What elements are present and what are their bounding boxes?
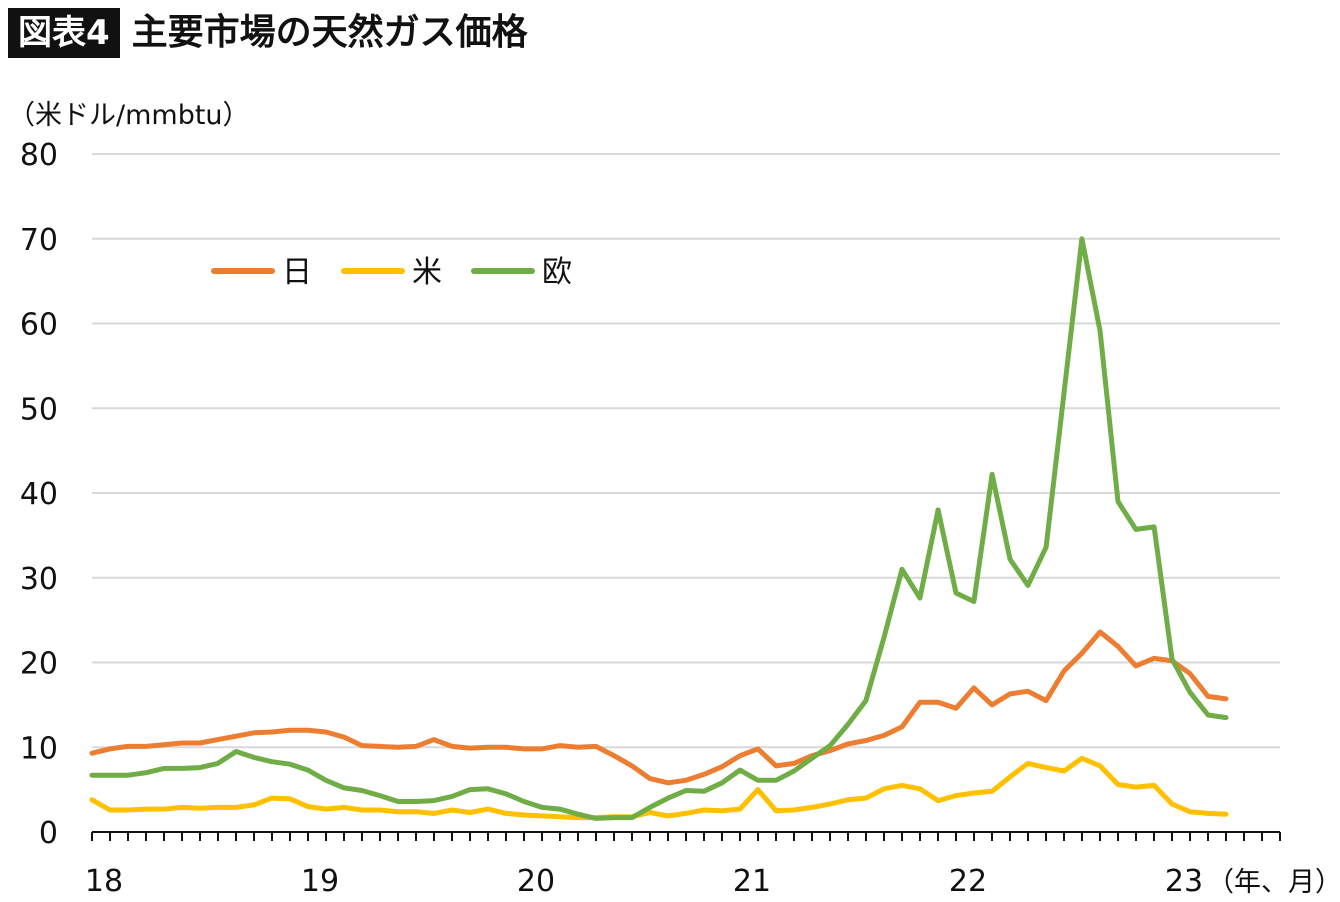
gridlines [92, 153, 1280, 749]
x-tick-label: 21 [733, 864, 771, 899]
y-tick-label: 80 [20, 138, 58, 173]
series-line-1 [89, 755, 1229, 821]
y-tick-label: 60 [20, 308, 58, 343]
y-tick-label: 50 [20, 392, 58, 427]
legend: 日米欧 [211, 255, 572, 290]
y-axis: 0 10 20 30 40 50 60 70 80 [20, 138, 58, 851]
y-tick-label: 70 [20, 223, 58, 258]
y-tick-label: 30 [20, 562, 58, 597]
y-tick-label: 0 [39, 816, 58, 851]
x-tick-label: 23 [1165, 864, 1203, 899]
y-tick-label: 40 [20, 477, 58, 512]
x-tick-label: 18 [85, 864, 123, 899]
x-tick-label: 19 [301, 864, 339, 899]
series-line-2 [89, 236, 1229, 821]
chart-title: 主要市場の天然ガス価格 [131, 12, 528, 53]
x-tick-label: 22 [949, 864, 987, 899]
y-tick-label: 10 [20, 731, 58, 766]
series-lines [89, 236, 1229, 821]
x-axis-unit-label: （年、月） [1207, 867, 1340, 898]
legend-label: 日 [282, 255, 312, 290]
x-tick-label: 20 [517, 864, 555, 899]
figure-badge: 図表4 [8, 8, 120, 58]
legend-label: 米 [412, 255, 442, 290]
y-axis-unit-label: （米ドル/mmbtu） [8, 100, 250, 131]
y-tick-label: 20 [20, 647, 58, 682]
legend-label: 欧 [542, 255, 572, 290]
chart-header: 図表4 主要市場の天然ガス価格 [8, 8, 528, 58]
series-line-0 [89, 629, 1229, 786]
x-axis: 18 19 20 21 22 23 [85, 831, 1281, 899]
